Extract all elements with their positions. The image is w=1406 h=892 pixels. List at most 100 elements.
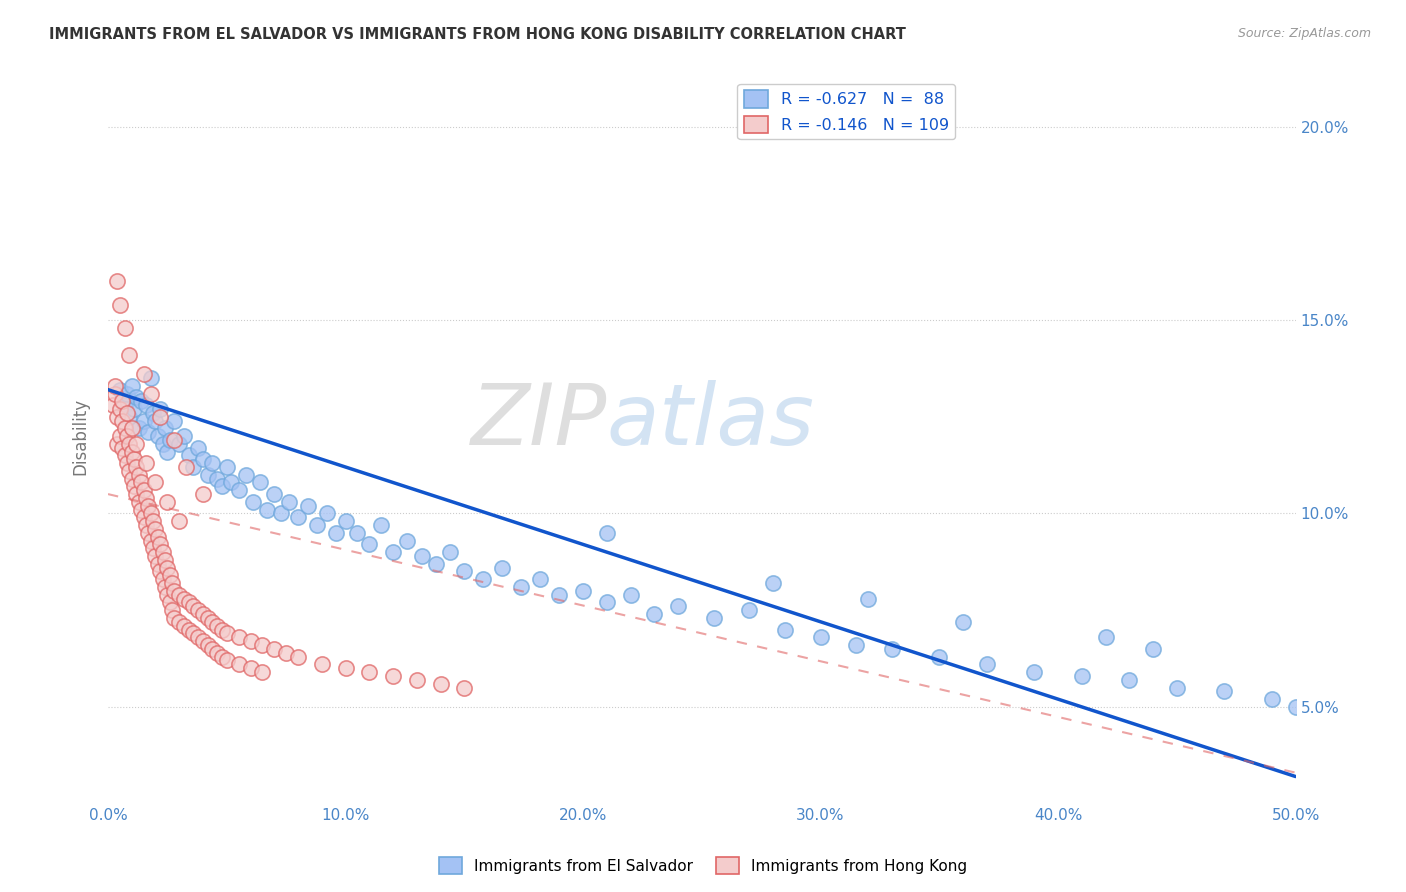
Point <box>191 634 214 648</box>
Point <box>183 626 205 640</box>
Point <box>201 456 224 470</box>
Point <box>453 565 475 579</box>
Text: IMMIGRANTS FROM EL SALVADOR VS IMMIGRANTS FROM HONG KONG DISABILITY CORRELATION : IMMIGRANTS FROM EL SALVADOR VS IMMIGRANT… <box>49 27 905 42</box>
Point <box>139 386 162 401</box>
Point <box>472 572 495 586</box>
Point <box>163 583 186 598</box>
Point <box>928 649 950 664</box>
Point <box>235 467 257 482</box>
Point <box>396 533 419 548</box>
Point <box>1024 665 1046 679</box>
Point <box>270 507 292 521</box>
Point <box>201 615 224 629</box>
Point <box>173 429 195 443</box>
Y-axis label: Disability: Disability <box>72 398 89 475</box>
Point <box>183 599 205 614</box>
Point <box>187 441 209 455</box>
Point <box>118 464 141 478</box>
Point <box>159 433 181 447</box>
Point <box>845 638 868 652</box>
Point <box>183 460 205 475</box>
Point <box>125 390 148 404</box>
Point <box>145 475 167 490</box>
Point <box>104 386 127 401</box>
Point <box>856 591 879 606</box>
Point <box>335 661 357 675</box>
Point <box>135 491 157 505</box>
Point <box>129 502 152 516</box>
Point <box>429 676 451 690</box>
Point <box>548 588 571 602</box>
Text: Source: ZipAtlas.com: Source: ZipAtlas.com <box>1237 27 1371 40</box>
Point <box>163 433 186 447</box>
Point <box>510 580 533 594</box>
Point <box>142 541 165 556</box>
Point <box>156 444 179 458</box>
Point <box>129 475 152 490</box>
Point <box>135 456 157 470</box>
Point <box>121 472 143 486</box>
Point <box>529 572 551 586</box>
Point <box>211 479 233 493</box>
Point <box>370 518 392 533</box>
Point <box>215 460 238 475</box>
Legend: R = -0.627   N =  88, R = -0.146   N = 109: R = -0.627 N = 88, R = -0.146 N = 109 <box>737 84 955 139</box>
Point <box>263 487 285 501</box>
Point <box>163 611 186 625</box>
Point <box>160 603 183 617</box>
Point <box>405 673 427 687</box>
Point <box>173 618 195 632</box>
Point <box>211 623 233 637</box>
Point <box>142 406 165 420</box>
Point <box>176 460 198 475</box>
Point <box>619 588 641 602</box>
Point <box>111 394 134 409</box>
Point <box>132 510 155 524</box>
Point <box>263 641 285 656</box>
Point <box>439 545 461 559</box>
Point <box>101 398 124 412</box>
Point <box>107 409 129 424</box>
Point <box>149 565 172 579</box>
Point <box>305 518 328 533</box>
Text: atlas: atlas <box>607 380 815 463</box>
Point <box>118 348 141 362</box>
Point <box>191 487 214 501</box>
Point <box>118 409 141 424</box>
Point <box>197 638 219 652</box>
Point <box>810 630 832 644</box>
Point <box>156 560 179 574</box>
Point <box>142 514 165 528</box>
Point <box>114 421 136 435</box>
Point <box>125 487 148 501</box>
Point <box>287 510 309 524</box>
Point <box>135 518 157 533</box>
Point <box>121 421 143 435</box>
Point <box>239 634 262 648</box>
Point <box>145 414 167 428</box>
Point <box>114 320 136 334</box>
Point <box>159 568 181 582</box>
Point <box>177 623 200 637</box>
Point <box>153 553 176 567</box>
Point <box>145 522 167 536</box>
Point <box>773 623 796 637</box>
Point <box>191 607 214 621</box>
Point <box>572 583 595 598</box>
Point <box>197 467 219 482</box>
Point <box>122 452 145 467</box>
Point <box>666 599 689 614</box>
Point <box>880 641 903 656</box>
Point <box>425 557 447 571</box>
Point <box>382 545 405 559</box>
Point <box>491 560 513 574</box>
Point <box>1118 673 1140 687</box>
Point <box>1261 692 1284 706</box>
Point <box>197 611 219 625</box>
Point <box>129 394 152 409</box>
Point <box>122 479 145 493</box>
Point <box>152 572 174 586</box>
Point <box>252 638 274 652</box>
Point <box>111 441 134 455</box>
Point <box>177 449 200 463</box>
